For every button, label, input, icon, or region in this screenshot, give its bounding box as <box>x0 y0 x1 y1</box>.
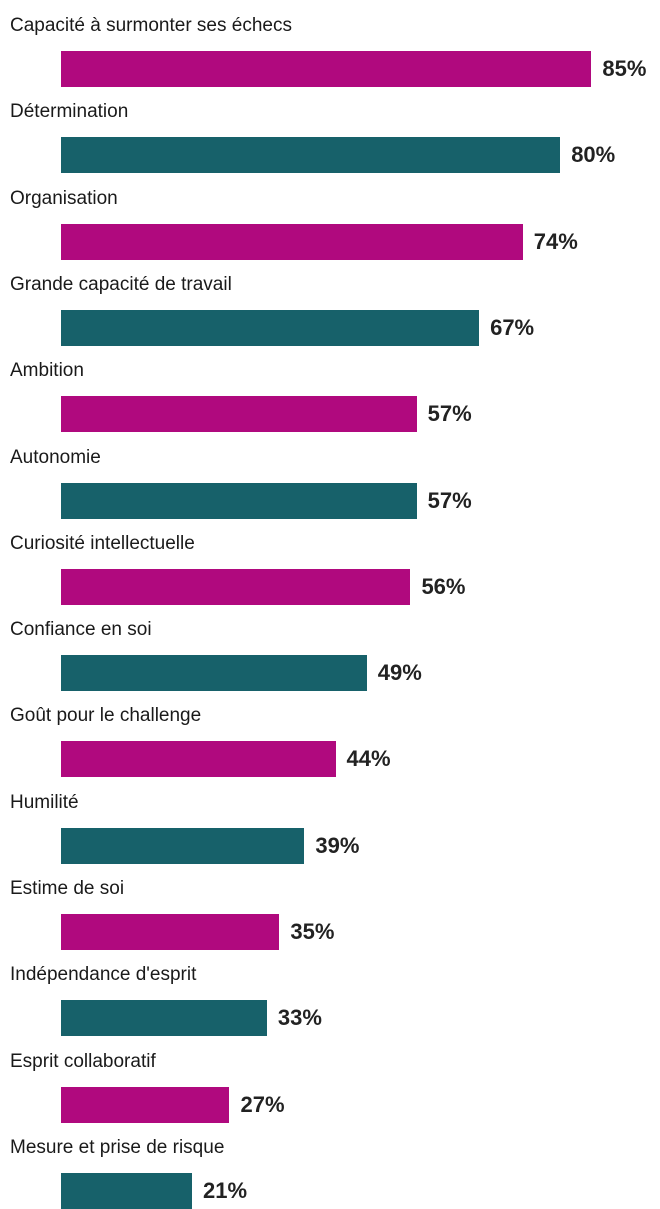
bar <box>61 309 480 346</box>
category-label: Humilité <box>10 791 79 813</box>
value-label: 85% <box>602 56 647 81</box>
category-label: Détermination <box>10 101 129 123</box>
bar <box>61 482 417 519</box>
value-label: 27% <box>240 1091 285 1117</box>
category-label: Autonomie <box>10 446 101 468</box>
bar <box>61 914 280 950</box>
bar <box>61 137 561 174</box>
category-label: Grande capacité de travail <box>10 273 232 295</box>
value-label: 35% <box>290 919 335 944</box>
category-label: Estime de soi <box>10 878 125 899</box>
value-label: 33% <box>277 1005 322 1031</box>
category-label: Mesure et prise de risque <box>10 1136 225 1158</box>
bar <box>61 568 411 605</box>
value-label: 57% <box>427 487 472 513</box>
bar <box>61 396 417 433</box>
value-label: 56% <box>421 573 466 599</box>
value-label: 39% <box>315 832 360 858</box>
bar <box>61 655 367 692</box>
bar-chart: Capacité à surmonter ses échecs 85% Déterm… <box>10 15 647 1209</box>
value-label: 49% <box>377 660 422 686</box>
bar <box>61 223 523 260</box>
bar <box>61 741 336 778</box>
value-label: 57% <box>427 401 472 427</box>
category-label: Curiosité intellectuelle <box>10 532 195 554</box>
category-label: Goût pour le challenge <box>10 705 202 727</box>
category-label: Ambition <box>10 360 84 382</box>
value-label: 67% <box>490 314 535 340</box>
category-label: Esprit collaboratif <box>10 1050 156 1072</box>
category-label: Capacité à surmonter ses échecs <box>10 15 292 36</box>
category-label: Organisation <box>10 187 118 209</box>
bar <box>61 1172 193 1209</box>
bar <box>61 827 305 864</box>
value-label: 21% <box>203 1177 248 1203</box>
value-label: 74% <box>533 228 578 254</box>
value-label: 44% <box>346 746 391 772</box>
bar <box>61 51 592 87</box>
bar <box>61 1000 267 1037</box>
category-label: Indépendance d'esprit <box>10 964 197 986</box>
category-label: Confiance en soi <box>10 619 152 641</box>
bar <box>61 1086 230 1123</box>
value-label: 80% <box>571 142 616 168</box>
